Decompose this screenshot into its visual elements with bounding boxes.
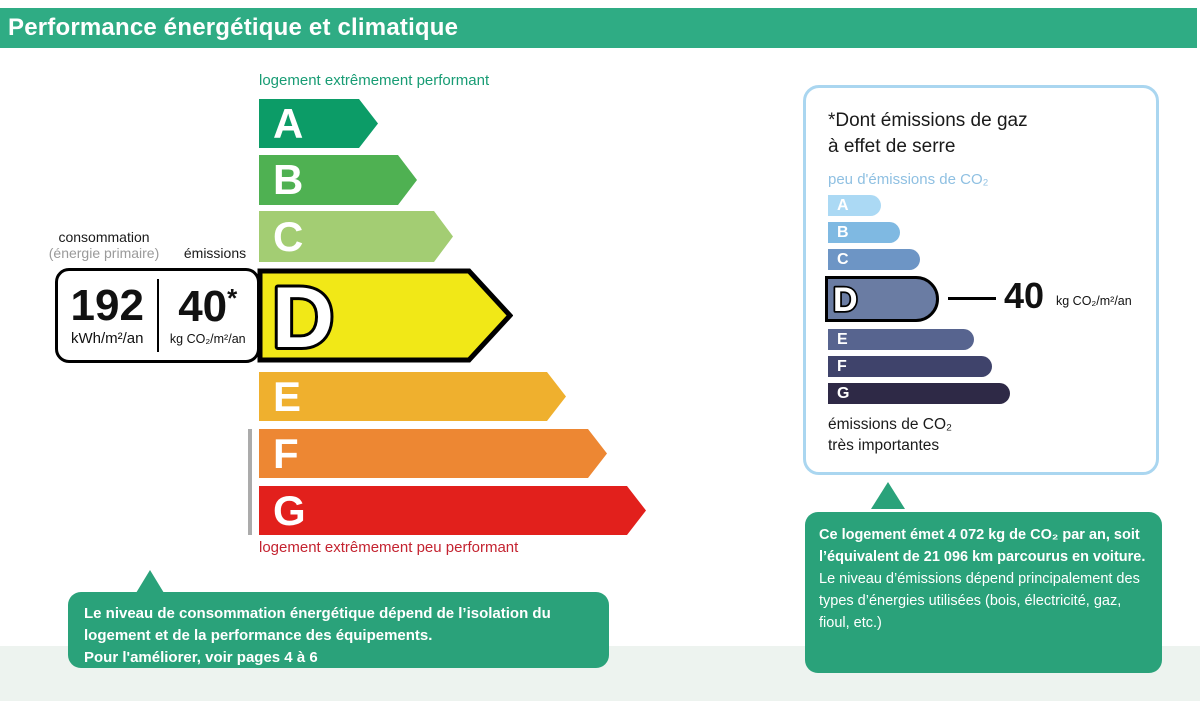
co2-panel-title-line2: à effet de serre — [828, 136, 956, 157]
energy-bar-f: F — [259, 429, 607, 478]
energy-grade-letter: E — [273, 372, 302, 420]
consumption-column: 192 kWh/m²/an — [58, 271, 157, 360]
emissions-unit: kg CO₂/m²/an — [169, 332, 246, 346]
co2-high-label-line1: émissions de CO₂ — [828, 416, 953, 433]
co2-grade-letter: F — [837, 357, 847, 375]
co2-grade-letter: E — [837, 330, 848, 348]
energy-bar-b: B — [259, 155, 417, 205]
energy-callout-text: Le niveau de consommation énergétique dé… — [84, 605, 551, 644]
co2-low-label: peu d'émissions de CO₂ — [828, 171, 989, 188]
co2-value: 40 — [1004, 275, 1045, 316]
co2-value-unit: kg CO₂/m²/an — [1056, 294, 1132, 308]
co2-panel: *Dont émissions de gaz à effet de serre … — [803, 85, 1159, 475]
co2-grade-letter: G — [837, 384, 850, 402]
energy-bottom-label: logement extrêmement peu performant — [259, 539, 519, 556]
energy-grade-letter: C — [273, 212, 304, 260]
consumption-unit: kWh/m²/an — [70, 330, 144, 347]
energy-bar-d-current: D — [257, 268, 513, 363]
co2-callout-bold-text: Ce logement émet 4 072 kg de CO₂ par an,… — [819, 527, 1146, 565]
header-bar: Performance énergétique et climatique — [0, 8, 1197, 48]
energy-grade-letter: G — [273, 486, 306, 534]
co2-bar-d-current: D — [825, 276, 939, 322]
co2-grade-letter: C — [837, 250, 849, 268]
callout-right-pointer — [871, 482, 905, 509]
co2-grade-letter-current: D — [833, 281, 858, 319]
energy-bar-g: G — [259, 486, 646, 535]
consumption-value: 192 — [70, 281, 144, 330]
emissions-value: 40 — [178, 282, 228, 331]
consumption-value-box: 192 kWh/m²/an 40* kg CO₂/m²/an — [55, 268, 260, 363]
asterisk: * — [227, 283, 238, 313]
energy-grade-letter: A — [273, 99, 304, 147]
co2-bar-g: G — [828, 383, 1010, 404]
emissions-value-wrap: 40* — [178, 285, 237, 329]
co2-grade-letter-current-svg: D — [831, 279, 859, 321]
consumption-label-sub: (énergie primaire) — [48, 245, 160, 261]
energy-callout-text2: Pour l'améliorer, voir pages 4 à 6 — [84, 649, 318, 666]
co2-grade-letter: B — [837, 223, 849, 241]
co2-callout-text: Le niveau d’émissions dépend principalem… — [819, 571, 1140, 631]
value-box-divider — [156, 279, 159, 352]
energy-grade-letter: F — [273, 429, 299, 477]
energy-top-label: logement extrêmement performant — [259, 72, 490, 89]
co2-panel-title-line1: *Dont émissions de gaz — [828, 110, 1028, 131]
emissions-label: émissions — [183, 245, 247, 261]
co2-callout: Ce logement émet 4 072 kg de CO₂ par an,… — [805, 512, 1162, 673]
co2-bar-f: F — [828, 356, 992, 377]
co2-connector-line — [948, 297, 996, 300]
emissions-column: 40* kg CO₂/m²/an — [159, 271, 258, 360]
co2-high-label: émissions de CO₂ très importantes — [828, 414, 952, 456]
callout-left-pointer — [136, 570, 164, 593]
co2-high-label-line2: très importantes — [828, 437, 940, 454]
energy-bar-d-shape — [257, 268, 513, 363]
energy-grade-letter: B — [273, 156, 304, 203]
page-title: Performance énergétique et climatique — [8, 14, 459, 41]
co2-bar-e: E — [828, 329, 974, 350]
co2-panel-title: *Dont émissions de gaz à effet de serre — [828, 108, 1028, 160]
energy-callout: Le niveau de consommation énergétique dé… — [68, 592, 609, 668]
co2-bar-a: A — [828, 195, 881, 216]
scale-side-rule — [248, 429, 252, 535]
consumption-label-main: consommation — [58, 229, 150, 245]
consumption-label: consommation (énergie primaire) — [46, 229, 162, 261]
energy-bar-e: E — [259, 372, 566, 421]
co2-bar-c: C — [828, 249, 920, 270]
co2-bar-b: B — [828, 222, 900, 243]
energy-bar-a: A — [259, 99, 378, 148]
energy-grade-letter-current: D — [272, 270, 334, 363]
co2-grade-letter: A — [837, 196, 849, 214]
energy-bar-c: C — [259, 211, 453, 262]
